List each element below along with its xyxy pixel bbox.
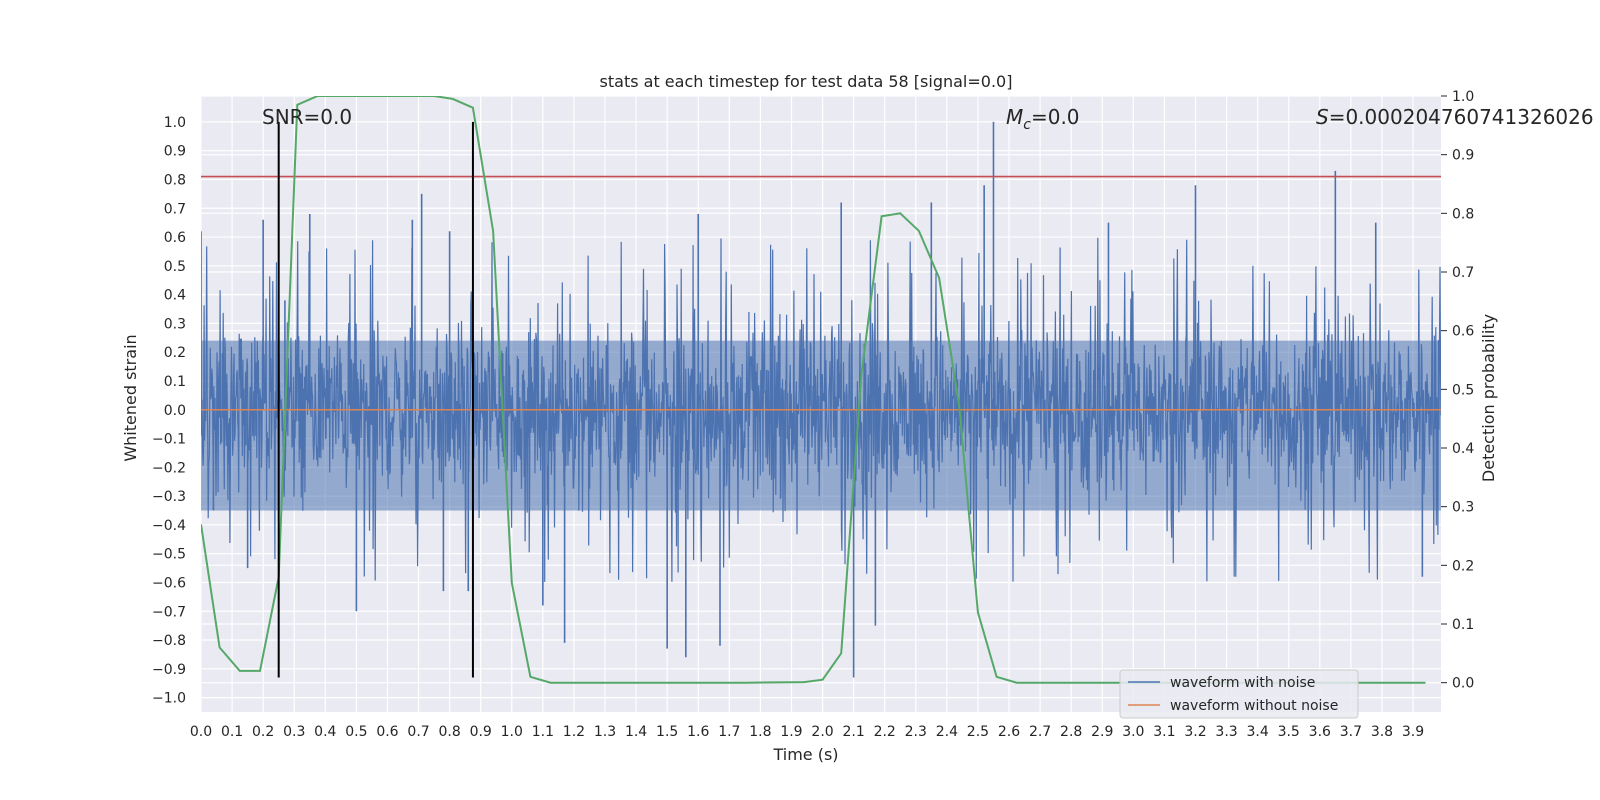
s-symbol: S — [1316, 105, 1329, 129]
snr-annotation: SNR=0.0 — [262, 105, 352, 129]
y-tick-label: 0.1 — [164, 374, 186, 390]
marker-lines — [277, 121, 474, 678]
chirp-mass-subscript: c — [1023, 117, 1031, 133]
y-tick-label: 0.8 — [164, 172, 186, 188]
x-tick-label: 2.4 — [936, 724, 958, 740]
y-tick-label: 0.3 — [164, 316, 186, 332]
x-tick-label: 3.2 — [1184, 724, 1206, 740]
y2-tick-label: 0.1 — [1452, 617, 1474, 633]
y-tick-label: −0.5 — [152, 547, 186, 563]
x-tick-label: 0.5 — [345, 724, 367, 740]
chirp-mass-symbol: M — [1006, 105, 1023, 129]
y-axis-label: Whitened strain — [121, 334, 140, 461]
y-tick-label: 0.7 — [164, 201, 186, 217]
legend: waveform with noise waveform without noi… — [1119, 669, 1359, 719]
y2-axis-ticks: 1.0 0.9 0.8 0.7 0.6 0.5 0.4 0.3 0.2 0.1 0.0 — [1441, 89, 1474, 692]
x-tick-label: 0.1 — [221, 724, 243, 740]
x-tick-label: 0.9 — [470, 724, 492, 740]
x-tick-label: 0.2 — [252, 724, 274, 740]
chart-title: stats at each timestep for test data 58 … — [600, 72, 1013, 91]
x-tick-label: 0.4 — [314, 724, 336, 740]
detection-probability-line — [201, 96, 1426, 684]
legend-label-waveform-with-noise: waveform with noise — [1170, 675, 1315, 691]
y2-axis-label: Detection probability — [1479, 314, 1498, 482]
y-tick-label: −0.2 — [152, 460, 186, 476]
x-tick-label: 2.6 — [998, 724, 1020, 740]
y2-tick-label: 0.5 — [1452, 382, 1474, 398]
y-tick-label: 0.0 — [164, 403, 186, 419]
plot-area — [201, 96, 1441, 684]
legend-label-waveform-without-noise: waveform without noise — [1170, 698, 1338, 714]
x-tick-label: 3.0 — [1122, 724, 1144, 740]
x-tick-label: 2.5 — [967, 724, 989, 740]
y-tick-label: 0.9 — [164, 144, 186, 160]
x-tick-label: 2.1 — [842, 724, 864, 740]
x-tick-label: 0.6 — [376, 724, 398, 740]
x-tick-label: 2.3 — [905, 724, 927, 740]
x-axis-label: Time (s) — [772, 745, 838, 764]
y-tick-label: 0.6 — [164, 230, 186, 246]
x-tick-label: 0.3 — [283, 724, 305, 740]
x-tick-label: 3.1 — [1153, 724, 1175, 740]
x-tick-label: 2.7 — [1029, 724, 1051, 740]
y-tick-label: −0.3 — [152, 489, 186, 505]
y2-tick-label: 1.0 — [1452, 89, 1474, 105]
x-tick-label: 3.3 — [1215, 724, 1237, 740]
x-tick-label: 1.7 — [718, 724, 740, 740]
x-tick-label: 2.0 — [811, 724, 833, 740]
chirp-mass-value: =0.0 — [1031, 105, 1080, 129]
x-tick-label: 2.9 — [1091, 724, 1113, 740]
x-tick-label: 1.9 — [780, 724, 802, 740]
y2-tick-label: 0.4 — [1452, 441, 1474, 457]
noise-band — [201, 340, 1441, 511]
x-tick-label: 1.6 — [687, 724, 709, 740]
y2-tick-label: 0.7 — [1452, 265, 1474, 281]
s-value: =0.000204760741326026 — [1329, 105, 1594, 129]
y-axis-ticks: 1.0 0.9 0.8 0.7 0.6 0.5 0.4 0.3 0.2 0.1 0.0 −0.1 −0.… — [152, 115, 186, 707]
y-tick-label: −0.9 — [152, 662, 186, 678]
legend-box — [1119, 669, 1359, 719]
y-tick-label: −1.0 — [152, 691, 186, 707]
x-tick-label: 1.1 — [532, 724, 554, 740]
y2-tick-label: 0.3 — [1452, 500, 1474, 516]
x-tick-label: 1.2 — [563, 724, 585, 740]
waveform-with-noise-series — [201, 121, 1441, 678]
x-tick-label: 3.6 — [1309, 724, 1331, 740]
y2-tick-label: 0.2 — [1452, 558, 1474, 574]
y-tick-label: −0.7 — [152, 604, 186, 620]
x-tick-label: 1.5 — [656, 724, 678, 740]
y-tick-label: −0.1 — [152, 432, 186, 448]
x-tick-label: 1.8 — [749, 724, 771, 740]
x-tick-label: 3.8 — [1371, 724, 1393, 740]
x-tick-label: 3.5 — [1278, 724, 1300, 740]
x-tick-label: 1.0 — [501, 724, 523, 740]
y2-tick-label: 0.8 — [1452, 206, 1474, 222]
chirp-mass-annotation: Mc=0.0 — [1006, 105, 1080, 133]
x-tick-label: 0.0 — [190, 724, 212, 740]
x-tick-label: 3.4 — [1247, 724, 1269, 740]
y-tick-label: 0.5 — [164, 259, 186, 275]
y2-tick-label: 0.9 — [1452, 148, 1474, 164]
x-tick-label: 1.4 — [625, 724, 647, 740]
y-tick-label: 1.0 — [164, 115, 186, 131]
s-annotation: S=0.000204760741326026 — [1316, 105, 1594, 129]
y-tick-label: 0.4 — [164, 288, 186, 304]
y-tick-label: −0.4 — [152, 518, 186, 534]
x-tick-label: 1.3 — [594, 724, 616, 740]
x-tick-label: 0.7 — [407, 724, 429, 740]
y-tick-label: 0.2 — [164, 345, 186, 361]
x-tick-label: 3.9 — [1402, 724, 1424, 740]
x-tick-label: 0.8 — [438, 724, 460, 740]
y2-tick-label: 0.6 — [1452, 324, 1474, 340]
detection-probability-series — [201, 96, 1426, 684]
x-tick-label: 3.7 — [1340, 724, 1362, 740]
y-tick-label: −0.8 — [152, 633, 186, 649]
y2-tick-label: 0.0 — [1452, 676, 1474, 692]
x-tick-label: 2.8 — [1060, 724, 1082, 740]
x-tick-label: 2.2 — [874, 724, 896, 740]
x-axis-ticks: 0.0 0.1 0.2 0.3 0.4 0.5 0.6 0.7 0.8 0.9 1.0 1.1 1.2 1… — [190, 724, 1424, 740]
y-tick-label: −0.6 — [152, 575, 186, 591]
